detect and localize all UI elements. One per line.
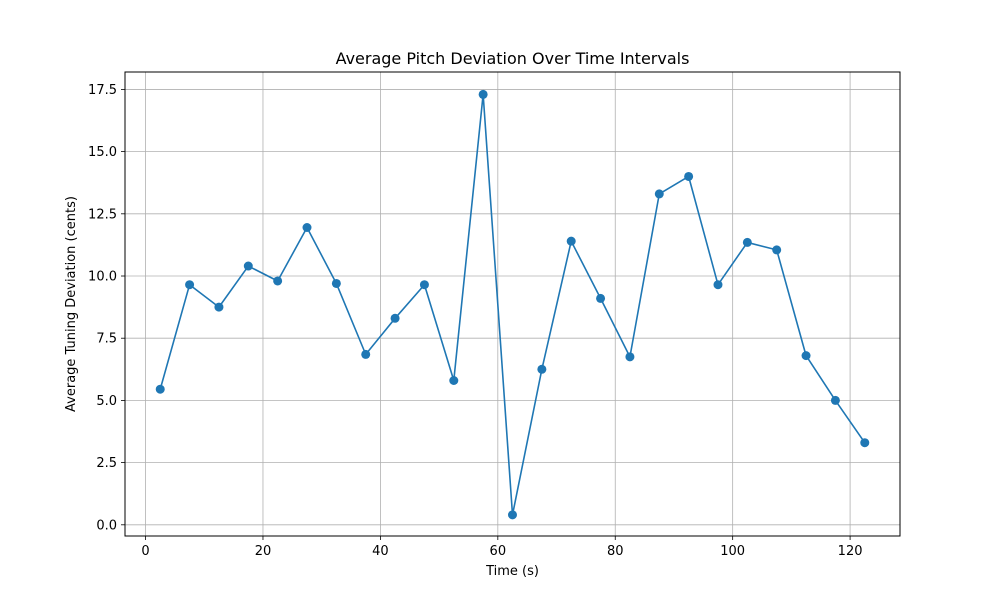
chart-title: Average Pitch Deviation Over Time Interv… (336, 49, 690, 68)
x-axis-label: Time (s) (485, 564, 539, 579)
x-gridlines (145, 72, 851, 536)
data-point (331, 278, 341, 288)
y-tick-label: 10.0 (88, 270, 117, 285)
x-tick-label: 60 (490, 544, 507, 559)
data-point (801, 351, 811, 361)
x-tick-label: 100 (720, 544, 745, 559)
y-tick-label: 5.0 (96, 394, 117, 409)
data-point (243, 261, 253, 271)
x-axis-ticks: 0 20 40 60 80 100 120 (141, 536, 863, 559)
plot-area-frame (124, 71, 901, 537)
data-point (772, 245, 782, 255)
data-point (273, 276, 283, 286)
y-gridlines (125, 89, 900, 526)
data-point (860, 438, 870, 448)
x-tick-label: 40 (372, 544, 389, 559)
data-point (155, 384, 165, 394)
x-tick-label: 120 (838, 544, 863, 559)
data-point (654, 189, 664, 199)
y-tick-label: 7.5 (96, 332, 117, 347)
data-point (449, 376, 459, 386)
y-tick-label: 15.0 (88, 145, 117, 160)
data-point (185, 280, 195, 290)
data-point (214, 302, 224, 312)
y-tick-label: 0.0 (96, 518, 117, 533)
x-tick-label: 80 (607, 544, 624, 559)
data-point (508, 510, 517, 520)
data-point (713, 280, 723, 290)
data-point (830, 395, 840, 405)
data-point (625, 352, 635, 362)
y-axis-label: Average Tuning Deviation (cents) (64, 196, 79, 412)
x-tick-label: 0 (141, 544, 149, 559)
data-point (742, 237, 752, 247)
y-axis-ticks: 0.0 2.5 5.0 7.5 10.0 12.5 15.0 17.5 (88, 83, 125, 533)
plot-area-background (125, 72, 900, 536)
data-point (419, 280, 429, 290)
data-point (684, 171, 694, 181)
data-point (566, 236, 576, 246)
series-layer (155, 89, 870, 520)
data-point (302, 222, 312, 232)
data-point (478, 89, 488, 99)
data-point (537, 364, 547, 374)
data-point (596, 293, 606, 303)
y-tick-label: 17.5 (88, 83, 117, 98)
x-tick-label: 20 (255, 544, 272, 559)
y-tick-label: 12.5 (88, 207, 117, 222)
data-point (390, 313, 400, 323)
data-point (361, 349, 371, 359)
y-tick-label: 2.5 (96, 456, 117, 471)
